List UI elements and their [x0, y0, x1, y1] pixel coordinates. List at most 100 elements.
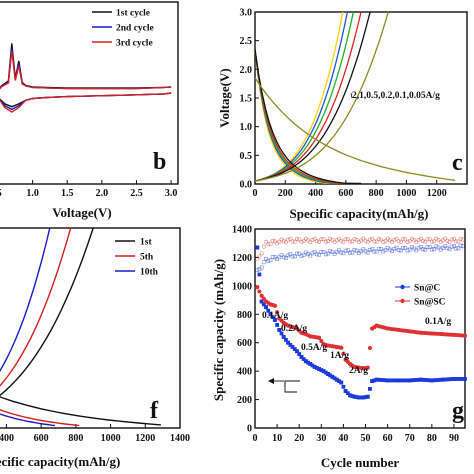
panel-g-capacity-point-sn-sc: [255, 285, 260, 290]
panel-g-capacity-point-sn-c: [387, 378, 392, 383]
panel-g-efficiency-point-sn-c: [425, 245, 430, 250]
panel-g-efficiency-point-sn-sc: [325, 239, 330, 244]
panel-g-efficiency-point-sn-c: [374, 249, 379, 254]
panel-g-efficiency-point-sn-sc: [445, 238, 450, 243]
panel-g-efficiency-point-sn-c: [341, 251, 346, 256]
panel-b-x-tick-label: 1.5: [61, 188, 74, 199]
panel-g-efficiency-point-sn-sc: [401, 237, 406, 242]
panel-b-x-tick-label: 1.0: [26, 188, 39, 199]
panel-c-y-tick-label: 0.0: [240, 180, 253, 191]
panel-g-efficiency-point-sn-c: [321, 250, 326, 254]
panel-g-capacity-point-sn-c: [356, 395, 361, 400]
panel-c-charge-curve-4: [254, 11, 362, 182]
panel-g-efficiency-point-sn-sc: [396, 239, 401, 244]
panel-g-efficiency-point-sn-sc: [352, 236, 357, 241]
panel-g-efficiency-point-sn-sc: [330, 238, 335, 243]
panel-g-y-tick-label: 400: [237, 367, 252, 378]
panel-g-efficiency-point-sn-sc: [297, 237, 302, 242]
panel-g-capacity-point-sn-c: [390, 378, 394, 383]
panel-f-legend-label: 1st: [140, 238, 152, 248]
panel-g-x-tick-label: 70: [405, 433, 415, 444]
panel-g-efficiency-point-sn-sc: [257, 254, 262, 259]
panel-g-capacity-point-sn-c: [295, 349, 299, 354]
panel-g-y-tick-label: 200: [237, 395, 252, 406]
panel-g-capacity-point-sn-c: [272, 318, 277, 322]
panel-g-capacity-point-sn-c: [443, 377, 448, 382]
panel-g-rate-label: 0.2A/g: [281, 324, 307, 334]
panel-c-series: [254, 11, 455, 185]
panel-g-efficiency-point-sn-c: [445, 246, 450, 251]
panel-g-capacity-point-sn-c: [319, 368, 324, 372]
panel-g-efficiency-point-sn-c: [319, 250, 324, 254]
panel-g-capacity-point-sn-c: [299, 355, 304, 359]
panel-g-efficiency-point-sn-sc: [403, 237, 408, 242]
panel-g-capacity-point-sn-c: [398, 378, 403, 383]
panel-g-efficiency-point-sn-sc: [449, 237, 454, 242]
panel-g-capacity-point-sn-sc: [365, 365, 370, 370]
panel-f-x-tick-label: 1000: [101, 433, 121, 444]
panel-g-capacity-point-sn-c: [407, 378, 412, 383]
panel-g-capacity-point-sn-c: [427, 378, 432, 383]
panel-g-efficiency-point-sn-c: [297, 251, 302, 256]
panel-f: 400 600 800 1000 1200 1400 ecific capacity(mA…: [0, 227, 190, 469]
panel-g-efficiency-point-sn-c: [447, 247, 452, 252]
panel-g-capacity-point-sn-c: [328, 373, 333, 378]
panel-g-efficiency-point-sn-sc: [407, 239, 412, 244]
panel-g-efficiency-point-sn-sc: [294, 237, 299, 242]
panel-c: 0.0 0.5 1.0 1.5 2.0 2.5 3.0 0 200 400 600 800 1000 1…: [217, 8, 468, 221]
panel-g-capacity-point-sn-c: [396, 378, 401, 383]
panel-g-efficiency-point-sn-c: [259, 265, 264, 270]
panel-g-efficiency-point-sn-sc: [341, 239, 346, 244]
panel-g-capacity-point-sn-c: [341, 384, 346, 389]
panel-g-capacity-point-sn-c: [394, 378, 399, 383]
panel-g-capacity-point-sn-c: [365, 394, 370, 399]
panel-f-x-tick-label: 1200: [135, 433, 155, 444]
panel-g-efficiency-point-sn-c: [317, 252, 322, 257]
panel-b-x-tick-label: 3.0: [165, 188, 178, 199]
panel-g-efficiency-point-sn-sc: [363, 238, 368, 243]
panel-g-capacity-point-sn-c: [314, 366, 319, 370]
panel-g-efficiency-point-sn-sc: [381, 239, 386, 244]
panel-g-efficiency-point-sn-c: [308, 253, 313, 258]
panel-g-efficiency-point-sn-c: [270, 255, 275, 260]
panel-g-capacity-point-sn-sc: [261, 296, 266, 301]
panel-g-capacity-point-sn-c: [306, 360, 310, 365]
panel-g-efficiency-point-sn-sc: [283, 240, 288, 245]
panel-g-capacity-point-sn-c: [255, 245, 260, 250]
panel-g-efficiency-point-sn-c: [414, 248, 419, 253]
panel-g-capacity-point-sn-sc: [257, 289, 262, 294]
panel-c-discharge-curve-5: [254, 49, 361, 185]
panel-g-efficiency-point-sn-sc: [268, 241, 273, 246]
panel-g-capacity-point-sn-c: [303, 359, 308, 364]
panel-g-capacity-point-sn-sc: [367, 346, 372, 351]
panel-b-legend-label: 2nd cycle: [116, 24, 154, 34]
panel-g-efficiency-point-sn-sc: [348, 239, 353, 244]
panel-g-efficiency-point-sn-sc: [436, 237, 441, 242]
panel-c-ylabel: Voltage(V): [217, 68, 232, 127]
panel-g-capacity-point-sn-c: [350, 394, 355, 398]
panel-g-efficiency-point-sn-c: [348, 250, 352, 255]
panel-c-discharge-curve-3: [254, 49, 348, 185]
panel-c-annotation: 2,1,0.5,0.2,0.1,0.05A/g: [352, 91, 440, 101]
panel-g-efficiency-point-sn-sc: [301, 238, 306, 243]
panel-g-efficiency-point-sn-c: [290, 254, 295, 259]
panel-g-efficiency-point-sn-sc: [374, 239, 379, 244]
panel-g-efficiency-point-sn-c: [394, 245, 399, 250]
panel-g-efficiency-point-sn-c: [255, 268, 260, 272]
panel-g-rate-label: 0.5A/g: [301, 343, 327, 353]
panel-g-legend-label: Sn@SC: [414, 298, 446, 308]
panel-g-capacity-point-sn-c: [449, 377, 454, 382]
panel-g-capacity-point-sn-c: [292, 347, 297, 352]
panel-g-capacity-point-sn-c: [343, 389, 348, 393]
panel-b-x-ticks: .5 1.0 1.5 2.0 2.5 3.0: [0, 180, 177, 199]
panel-g-efficiency-point-sn-c: [460, 244, 465, 249]
panel-g-efficiency-point-sn-c: [421, 247, 425, 252]
panel-g-capacity-point-sn-c: [421, 377, 425, 382]
panel-g-efficiency-point-sn-c: [361, 247, 366, 252]
panel-g-efficiency-point-sn-c: [288, 252, 293, 257]
panel-g-efficiency-point-sn-sc: [292, 239, 297, 244]
panel-g-capacity-point-sn-c: [363, 395, 368, 399]
panel-b-frame: [0, 1, 179, 185]
panel-g-capacity-point-sn-c: [261, 302, 266, 307]
panel-g-efficiency-point-sn-sc: [418, 236, 423, 241]
